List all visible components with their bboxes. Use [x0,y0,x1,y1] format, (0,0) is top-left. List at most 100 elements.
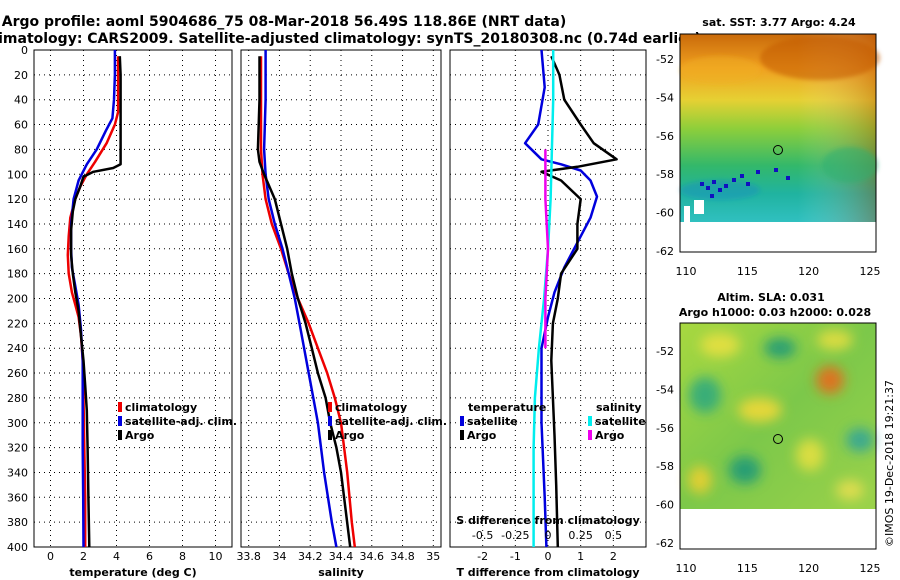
map-lat-label: -58 [656,460,674,473]
figure-title-line2: Climatology: CARS2009. Satellite-adjuste… [0,31,701,47]
legend-swatch-climatology [328,402,332,412]
map-lat-label: -56 [656,422,674,435]
t-difference-xlabel: T difference from climatology [456,566,639,579]
map-lat-label: -58 [656,168,674,181]
imos-watermark: ©IMOS 19-Dec-2018 19:21:37 [883,380,896,547]
map-lat-label: -56 [656,130,674,143]
depth-tick-label: 0 [21,44,28,57]
map-lon-label: 110 [676,562,697,575]
sst-frame [679,33,877,253]
series-line-temperature-argo [540,55,618,548]
x-tick-label: 34.6 [360,550,385,563]
series-line-argo [69,56,122,548]
sla-lat-ticks: -52 -54 -56 -58 -60 -62 [656,345,674,550]
map-lon-label: 120 [798,265,819,278]
legend-swatch-argo [328,430,332,440]
salinity-panel: 33.8 34 34.2 34.4 34.6 34.8 35 salinity climat… [236,49,447,579]
x-tick-label: 2 [80,550,87,563]
s-diff-tick-label: -0.5 [472,529,493,542]
sst-map: sat. SST: 3.77 Argo: 4.24 [656,16,880,278]
map-lon-label: 120 [798,562,819,575]
x-tick-label: 34.2 [298,550,323,563]
x-tick-label: 2 [610,550,617,563]
map-lat-label: -62 [656,245,674,258]
depth-tick-label: 180 [7,268,28,281]
s-diff-tick-label: -0.25 [501,529,529,542]
difference-salinity-ticks: -0.5 -0.25 0 0.25 0.5 [472,529,622,542]
legend-heading-temperature: temperature [468,401,546,414]
temperature-frame [33,49,233,548]
map-lat-label: -52 [656,345,674,358]
map-lat-label: -52 [656,53,674,66]
legend-label-s-satellite: satellite [595,415,646,428]
map-lon-label: 115 [737,562,758,575]
legend-label-climatology: climatology [335,401,407,414]
legend-label-climatology: climatology [125,401,197,414]
depth-tick-label: 300 [7,417,28,430]
depth-tick-label: 400 [7,541,28,554]
map-lon-label: 110 [676,265,697,278]
series-line-climatology [66,56,120,547]
sla-no-data-strip [680,509,876,549]
depth-tick-label: 20 [14,69,28,82]
x-tick-label: 4 [113,550,120,563]
salinity-x-ticks: 33.8 34 34.2 34.4 34.6 34.8 35 [236,550,440,563]
difference-panel: -2 -1 0 1 2 -0.5 -0.25 0 0.25 0.5 S difference f… [449,49,647,579]
x-tick-label: 34.8 [390,550,415,563]
depth-tick-label: 140 [7,218,28,231]
legend-heading-salinity: salinity [596,401,642,414]
difference-legend-salinity: salinity satellite Argo [588,401,646,442]
map-lat-label: -60 [656,499,674,512]
x-tick-label: 6 [146,550,153,563]
series-line-satellite-adj-clim- [69,50,117,548]
legend-swatch-t-argo [460,430,464,440]
map-lat-label: -60 [656,207,674,220]
legend-swatch-s-satellite [588,416,592,426]
legend-label-t-satellite: satellite [467,415,518,428]
series-line-salinity-satellite [532,50,555,547]
x-tick-label: 8 [179,550,186,563]
map-lon-label: 115 [737,265,758,278]
legend-swatch-climatology [118,402,122,412]
x-tick-label: 35 [426,550,440,563]
depth-tick-label: 260 [7,367,28,380]
depth-tick-label: 200 [7,293,28,306]
s-diff-tick-label: 0.5 [605,529,623,542]
x-tick-label: 1 [577,550,584,563]
series-line-temperature-satellite [523,49,599,548]
x-tick-label: 34 [272,550,286,563]
depth-tick-label: 240 [7,342,28,355]
map-lon-label: 125 [860,562,881,575]
figure-title-line1: Argo profile: aoml 5904686_75 08-Mar-201… [2,14,566,30]
sla-argo-position-marker [773,434,783,444]
salinity-xlabel: salinity [318,566,364,579]
map-lat-label: -54 [656,384,674,397]
legend-label-t-argo: Argo [467,429,497,442]
depth-tick-label: 340 [7,466,28,479]
temperature-depth-ticks: 0 20 40 60 80 100 120 140 160 180 200 220 240 260 280 3… [7,44,28,554]
sst-missing-data [684,200,704,222]
sst-map-title: sat. SST: 3.77 Argo: 4.24 [702,16,856,29]
sst-cold-pixels [700,168,790,198]
sst-no-data-strip [680,222,876,252]
difference-x-ticks: -2 -1 0 1 2 [477,550,617,563]
map-lat-label: -54 [656,92,674,105]
legend-label-s-argo: Argo [595,429,625,442]
temperature-grid [34,50,232,547]
series-line-satellite-adj-clim- [262,50,338,548]
sst-argo-position-marker [773,145,783,155]
legend-label-argo: Argo [125,429,155,442]
temperature-x-ticks: 0 2 4 6 8 10 [47,550,223,563]
depth-tick-label: 280 [7,392,28,405]
depth-tick-label: 360 [7,491,28,504]
legend-label-argo: Argo [335,429,365,442]
s-difference-label: S difference from climatology [456,514,640,527]
x-tick-label: 0 [47,550,54,563]
sla-map-subtitle: Argo h1000: 0.03 h2000: 0.028 [679,306,871,319]
temperature-xlabel: temperature (deg C) [69,566,196,579]
temperature-series [66,50,122,548]
series-line-argo [256,56,352,548]
legend-swatch-satellite [118,416,122,426]
depth-tick-label: 220 [7,317,28,330]
